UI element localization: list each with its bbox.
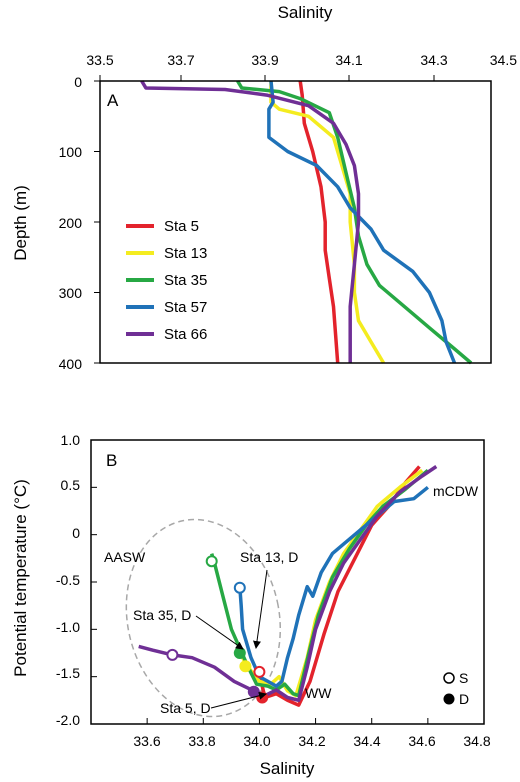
panel-b-y-tick: 0 <box>72 525 80 541</box>
ww-label: WW <box>305 685 332 701</box>
panel-b-letter: B <box>106 451 117 470</box>
marker-sta-13-deep <box>239 660 252 673</box>
panel-a-x-tick: 33.5 <box>86 52 113 68</box>
panel-b-y-tick: -1.0 <box>56 619 80 635</box>
panel-b-y-tick: -0.5 <box>56 572 80 588</box>
marker-sta-57-surface <box>233 581 246 594</box>
panel-b-y-ticks: 1.0 0.5 0 -0.5 -1.0 -1.5 -2.0 <box>56 432 80 728</box>
aasw-label: AASW <box>104 549 146 565</box>
panel-b-x-ticks: 33.6 33.8 34.0 34.2 34.4 34.6 34.8 <box>133 733 490 749</box>
panel-b-x-tick: 34.4 <box>353 733 380 749</box>
panel-a-y-ticks: 0 100 200 300 400 <box>59 74 83 372</box>
panel-b-plot-area <box>91 439 438 725</box>
panel-a-y-tick: 200 <box>59 215 83 231</box>
legend-label-sta-66: Sta 66 <box>164 326 207 343</box>
panel-b-y-tick: -1.5 <box>56 665 80 681</box>
panel-b-x-tick: 34.2 <box>298 733 325 749</box>
panel-b-x-tick: 34.6 <box>408 733 435 749</box>
panel-b-x-tick: 34.0 <box>243 733 270 749</box>
panel-a: Salinity 33.5 33.7 33.9 34.1 34.3 34.5 0… <box>11 3 517 372</box>
sta-35-d-label: Sta 35, D <box>133 607 191 623</box>
panel-a-x-ticks: 33.5 33.7 33.9 34.1 34.3 34.5 <box>86 52 517 68</box>
legend-d-label: D <box>459 691 469 707</box>
legend-label-sta-13: Sta 13 <box>164 245 207 262</box>
panel-a-x-tick: 33.7 <box>167 52 194 68</box>
panel-a-x-axis-label: Salinity <box>278 3 333 22</box>
legend-label-sta-57: Sta 57 <box>164 299 207 316</box>
aasw-ellipse <box>125 518 282 718</box>
sta-5-d-arrow <box>210 691 267 709</box>
panel-b-y-axis-label: Potential temperature (°C) <box>11 479 30 677</box>
legend-open-circle-icon <box>443 672 455 684</box>
panel-a-x-tick: 33.9 <box>251 52 278 68</box>
panel-a-series-sta-66 <box>140 80 361 363</box>
panel-b-y-tick: 1.0 <box>61 432 81 448</box>
panel-b-series-sta-57 <box>238 485 430 688</box>
panel-a-plot-area <box>94 75 473 365</box>
legend-filled-circle-icon <box>443 693 455 705</box>
panel-a-frame <box>99 80 492 364</box>
panel-a-series-sta-13 <box>269 81 386 364</box>
panel-a-y-tick: 100 <box>59 144 83 160</box>
panel-a-y-axis-label: Depth (m) <box>11 185 30 261</box>
sta-35-d-arrow <box>195 615 244 650</box>
panel-b-y-tick: 0.5 <box>61 477 81 493</box>
sta-13-d-arrow <box>253 569 268 649</box>
panel-b-x-tick: 33.8 <box>188 733 215 749</box>
sta-5-d-label: Sta 5, D <box>160 700 211 716</box>
mcdw-label: mCDW <box>433 483 479 499</box>
panel-b-x-tick: 34.8 <box>463 733 490 749</box>
panel-b: 1.0 0.5 0 -0.5 -1.0 -1.5 -2.0 33.6 33.8 … <box>11 432 491 778</box>
panel-a-x-tick: 34.5 <box>490 52 517 68</box>
panel-b-x-axis-label: Salinity <box>260 759 315 778</box>
panel-a-letter: A <box>107 91 119 110</box>
legend-label-sta-5: Sta 5 <box>164 218 199 235</box>
panel-a-legend: Sta 5 Sta 13 Sta 35 Sta 57 Sta 66 <box>126 218 207 343</box>
legend-s-label: S <box>459 670 468 686</box>
marker-sta-35-deep <box>233 647 246 659</box>
panel-a-y-tick: 400 <box>59 356 83 372</box>
panel-b-series-sta-66 <box>138 465 438 703</box>
panel-b-y-tick: -2.0 <box>56 712 80 728</box>
sta-13-d-label: Sta 13, D <box>240 549 298 565</box>
marker-sta-35-surface <box>205 555 218 568</box>
panel-a-y-tick: 0 <box>74 74 82 90</box>
panel-a-series-sta-35 <box>236 80 473 365</box>
panel-a-x-tick: 34.3 <box>420 52 447 68</box>
panel-a-y-tick: 300 <box>59 285 83 301</box>
marker-sta-66-surface <box>166 648 179 661</box>
marker-sta-5-surface <box>253 665 266 678</box>
panel-b-frame <box>90 439 485 725</box>
panel-a-series-sta-57 <box>267 80 457 364</box>
panel-b-x-tick: 33.6 <box>133 733 160 749</box>
legend-label-sta-35: Sta 35 <box>164 272 207 289</box>
panel-a-x-tick: 34.1 <box>335 52 362 68</box>
